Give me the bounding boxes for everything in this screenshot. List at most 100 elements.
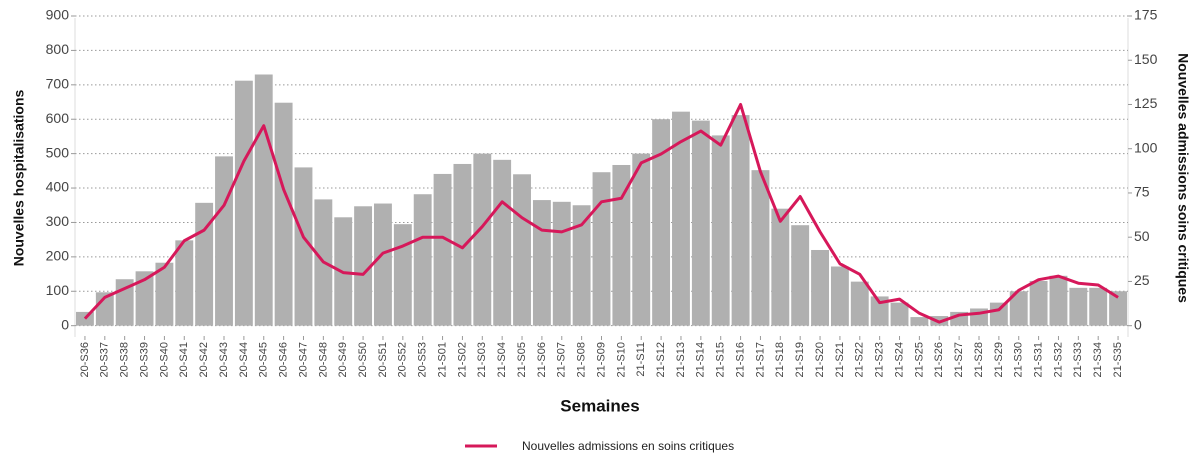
bar [791,225,810,326]
x-tick-label: 20-S37 [99,342,111,377]
x-tick-label: 21-S11 [635,342,647,377]
bar [473,153,492,326]
x-tick-label: 20-S40 [158,342,170,377]
x-tick-label: 20-S45 [258,342,270,377]
x-tick-label: 21-S07 [556,342,568,377]
x-tick-label: 20-S43 [218,342,230,377]
y2-tick-label: 25 [1134,272,1150,288]
y2-tick-label: 0 [1134,316,1142,332]
y-tick-label: 500 [46,144,70,160]
x-tick-label: 21-S27 [953,342,965,377]
x-tick-label: 21-S20 [814,342,826,377]
y-tick-label: 0 [61,316,69,332]
bar [850,281,869,326]
y-tick-label: 300 [46,213,70,229]
bar [532,200,551,326]
x-tick-label: 20-S47 [297,342,309,377]
x-tick-label: 21-S35 [1112,342,1124,377]
bar [771,208,790,326]
x-tick-label: 20-S38 [119,342,131,377]
x-axis-title: Semaines [560,396,639,415]
bar [612,164,631,326]
y-tick-label: 900 [46,7,70,23]
bar [274,102,293,326]
y-tick-label: 700 [46,76,70,92]
x-tick-label: 20-S50 [357,342,369,377]
x-tick-label: 21-S02 [456,342,468,377]
x-tick-label: 21-S34 [1092,342,1104,377]
y-axis-title: Nouvelles hospitalisations [11,89,27,266]
bar [652,119,671,326]
bar [254,74,273,326]
y-tick-label: 800 [46,41,70,57]
bar [374,203,392,326]
bar [413,194,432,326]
y2-tick-label: 50 [1134,228,1150,244]
x-tick-label: 20-S42 [198,342,210,377]
bar [691,120,710,326]
bar [215,156,233,326]
bar [1069,287,1088,326]
bar [989,302,1008,326]
bar [513,174,531,326]
x-tick-label: 21-S28 [973,342,985,377]
bar [890,302,909,326]
x-tick-label: 21-S01 [436,342,448,377]
y2-axis-title: Nouvelles admissions soins critiques [1175,53,1191,303]
x-tick-label: 20-S36 [79,342,91,377]
bar [1029,280,1048,326]
x-tick-label: 21-S12 [655,342,667,377]
bar [234,80,253,326]
x-tick-label: 21-S31 [1033,342,1045,377]
bar [354,206,373,326]
x-tick-label: 21-S15 [715,342,727,377]
x-tick-label: 21-S32 [1052,342,1064,377]
bar [751,170,770,326]
y-tick-label: 600 [46,110,70,126]
x-tick-label: 21-S24 [893,342,905,377]
x-tick-label: 20-S39 [138,342,150,377]
bar [1089,287,1108,326]
x-tick-label: 21-S33 [1072,342,1084,377]
bar [711,135,730,326]
bar [811,249,829,326]
bar [632,153,651,326]
x-tick-label: 21-S30 [1013,342,1025,377]
x-tick-label: 20-S46 [278,342,290,377]
x-tick-label: 21-S16 [734,342,746,377]
legend-label: Nouvelles admissions en soins critiques [522,439,734,453]
x-tick-label: 21-S23 [874,342,886,377]
bar [672,111,690,326]
x-tick-label: 21-S13 [675,342,687,377]
bar [870,296,889,326]
x-tick-label: 21-S05 [516,342,528,377]
y-tick-label: 100 [46,282,70,298]
y-tick-label: 400 [46,179,70,195]
y2-tick-label: 175 [1134,7,1158,23]
bar [552,201,571,326]
x-tick-label: 20-S49 [337,342,349,377]
y2-tick-label: 75 [1134,184,1150,200]
bar [493,159,512,326]
bar [393,224,412,326]
x-tick-label: 21-S14 [695,342,707,377]
x-tick-label: 20-S53 [417,342,429,377]
x-tick-label: 21-S06 [536,342,548,377]
x-tick-label: 20-S48 [317,342,329,377]
x-tick-label: 21-S29 [993,342,1005,377]
x-tick-label: 20-S41 [178,342,190,377]
bar [572,205,591,326]
line [83,102,1119,324]
bar [731,115,750,326]
x-tick-label: 21-S21 [834,342,846,377]
x-tick-label: 21-S25 [913,342,925,377]
y2-tick-label: 125 [1134,95,1158,111]
bar [294,167,313,326]
bar [592,172,611,326]
y-tick-label: 200 [46,248,70,264]
x-tick-label: 21-S17 [754,342,766,377]
bar [910,317,929,326]
bar [155,262,174,326]
